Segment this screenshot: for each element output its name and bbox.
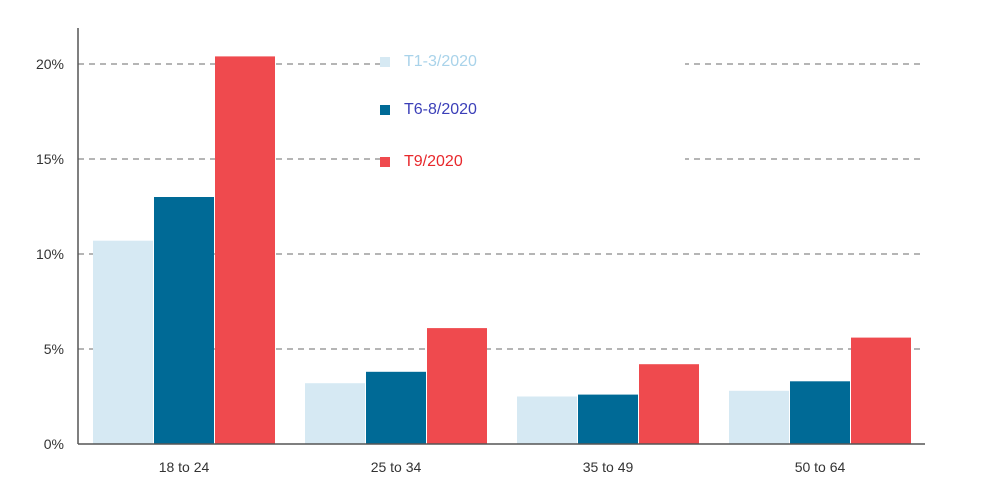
bar-18-to-24-series-1 [93,240,153,444]
bar-18-to-24-series-2 [154,197,214,444]
x-category-label: 18 to 24 [159,459,210,475]
y-tick-label: 20% [36,56,64,72]
bars [93,56,911,445]
legend-item-t9: T9/2020 [380,152,463,172]
y-tick-label: 10% [36,246,64,262]
y-tick-label: 5% [44,341,64,357]
legend-swatch-t1-3 [380,57,390,67]
legend-swatch-t9 [380,157,390,167]
bar-50-to-64-series-3 [851,337,911,444]
legend-swatch-t6-8 [380,105,390,115]
x-category-label: 50 to 64 [795,459,846,475]
x-axis-labels: 18 to 24 25 to 34 35 to 49 50 to 64 [159,459,846,475]
bar-35-to-49-series-2 [578,394,638,444]
y-tick-label: 0% [44,436,64,452]
legend-background [385,40,685,190]
legend-label-t1-3: T1-3/2020 [404,53,477,70]
legend-item-t1-3: T1-3/2020 [380,52,477,72]
bar-25-to-34-series-1 [305,383,365,444]
bar-50-to-64-series-2 [790,381,850,444]
bar-35-to-49-series-3 [639,364,699,444]
x-category-label: 35 to 49 [583,459,634,475]
legend-label-t6-8: T6-8/2020 [404,101,477,118]
y-tick-label: 15% [36,151,64,167]
bar-50-to-64-series-1 [729,390,789,444]
bar-35-to-49-series-1 [517,396,577,444]
y-axis-ticks: 0% 5% 10% 15% 20% [36,56,64,452]
x-category-label: 25 to 34 [371,459,422,475]
bar-25-to-34-series-3 [427,328,487,444]
legend-item-t6-8: T6-8/2020 [380,100,477,120]
bar-18-to-24-series-3 [215,56,275,445]
legend-label-t9: T9/2020 [404,153,463,170]
bar-25-to-34-series-2 [366,371,426,444]
